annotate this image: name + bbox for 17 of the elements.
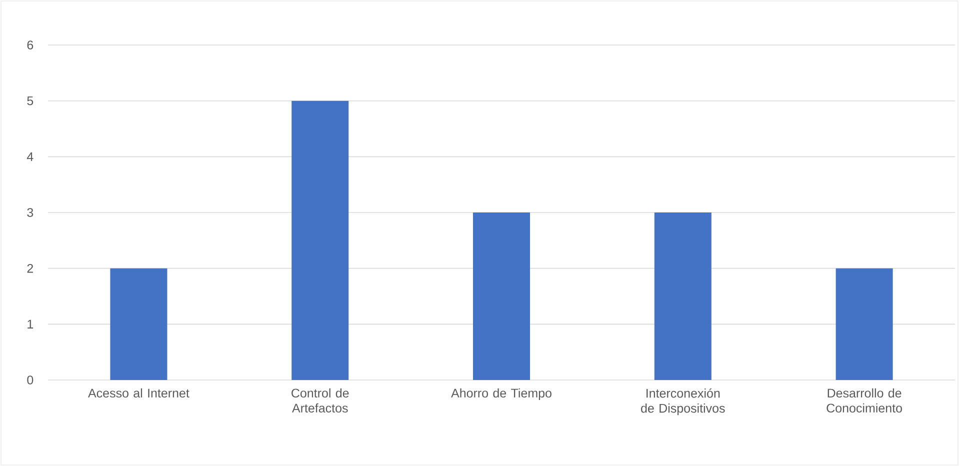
bar — [654, 212, 712, 380]
x-tick-label: Acesso al Internet — [88, 388, 190, 398]
y-tick-label: 3 — [27, 208, 34, 217]
bar — [292, 100, 349, 380]
x-tick-label: Desarrollo de Conocimiento — [826, 388, 902, 413]
bar — [836, 268, 893, 380]
y-tick-label: 5 — [27, 96, 34, 106]
y-tick-label: 4 — [26, 152, 34, 161]
y-tick-label: 1 — [28, 320, 34, 328]
y-tick-label: 2 — [27, 264, 34, 273]
x-tick-label: Ahorro de Tiempo — [451, 388, 552, 400]
x-tick-label: Interconexión de Dispositivos — [641, 388, 725, 416]
bar — [473, 212, 530, 380]
y-tick-label: 0 — [27, 376, 34, 384]
bar — [110, 268, 168, 380]
y-tick-label: 6 — [27, 40, 34, 50]
x-tick-label: Control de Artefactos — [292, 388, 349, 413]
